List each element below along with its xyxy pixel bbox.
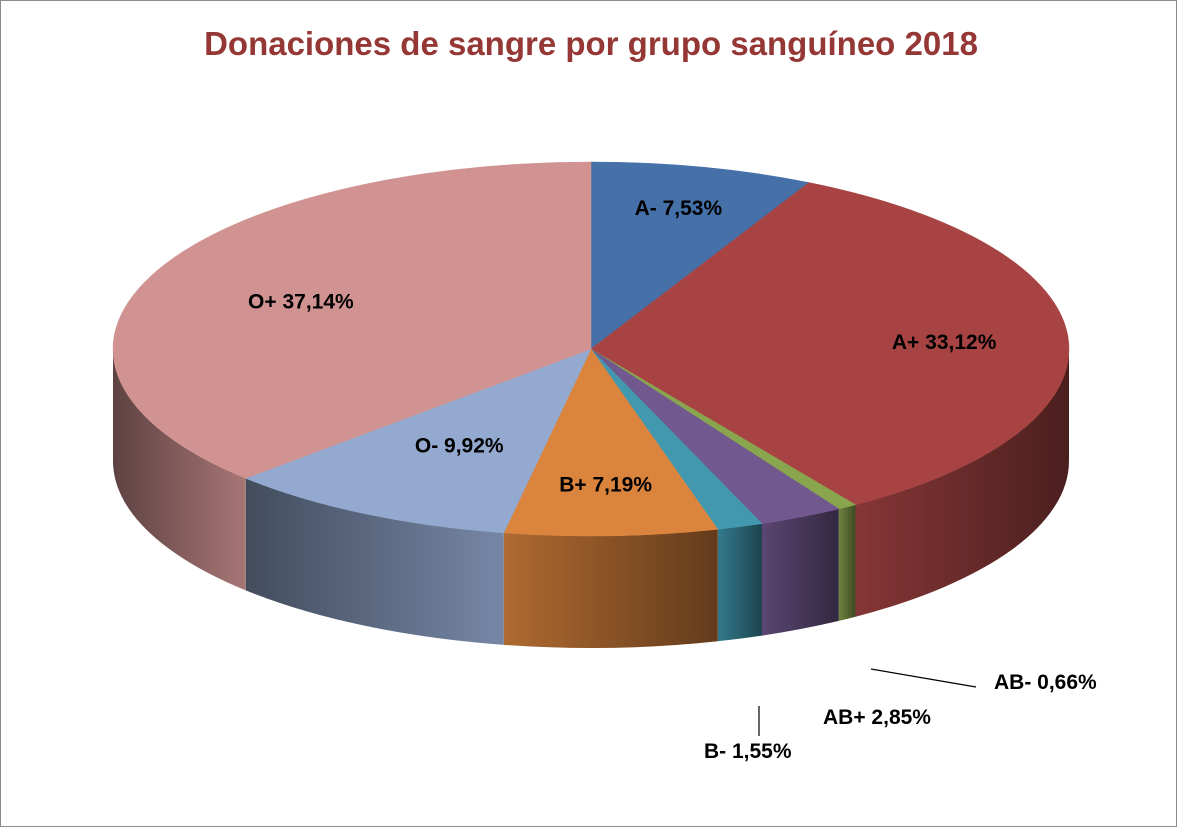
pie-side-ominus [245,478,504,645]
pie-slice-aminus [590,161,810,350]
data-label-bminus: B- 1,55% [704,740,792,763]
data-label-bplus: B+ 7,19% [559,474,652,497]
data-label-oplus: O+ 37,14% [248,291,354,314]
leader-line-abminus [870,668,977,688]
pie-slice-bplus [503,348,719,537]
data-label-aminus: A- 7,53% [635,197,723,220]
pie-tops [112,161,1070,537]
pie-side-oplus [113,349,246,591]
data-label-ominus: O- 9,92% [415,434,504,457]
pie-side-aplus [855,349,1069,617]
pie-side-abminus [838,504,856,621]
pie-slice-aplus [590,182,1070,506]
pie-side-bminus [717,523,762,642]
pie-labels: A- 7,53% A+ 33,12% AB- 0,66% AB+ 2,85% B- 1,… [248,197,1097,763]
chart-title: Donaciones de sangre por grupo sanguíneo… [204,25,978,62]
pie-side-abplus [761,508,839,636]
data-label-abplus: AB+ 2,85% [823,706,931,729]
data-label-abminus: AB- 0,66% [994,671,1097,694]
pie-sides [113,349,1069,648]
data-label-aplus: A+ 33,12% [892,331,997,354]
pie-side-bplus [503,529,718,648]
pie-slice-ominus [245,348,592,534]
pie-slice-oplus [112,161,592,479]
